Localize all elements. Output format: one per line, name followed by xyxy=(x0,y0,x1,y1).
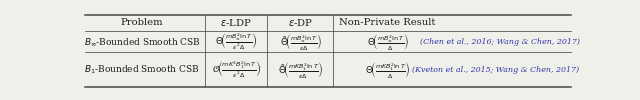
Text: $\varepsilon$-DP: $\varepsilon$-DP xyxy=(288,17,314,28)
Text: $B_1$-Bounded Smooth CSB: $B_1$-Bounded Smooth CSB xyxy=(84,64,200,76)
Text: $B_\infty$-Bounded Smooth CSB: $B_\infty$-Bounded Smooth CSB xyxy=(83,36,200,48)
Text: $\Theta\!\left(\frac{mKB_1^2\ln T}{\Delta}\right)$: $\Theta\!\left(\frac{mKB_1^2\ln T}{\Delt… xyxy=(365,60,410,80)
Text: (Chen et al., 2016; Wang & Chen, 2017): (Chen et al., 2016; Wang & Chen, 2017) xyxy=(420,38,580,46)
Text: Problem: Problem xyxy=(121,18,163,27)
Text: $\varepsilon$-LDP: $\varepsilon$-LDP xyxy=(220,17,252,28)
Text: $\Theta\!\left(\frac{mB_\infty^2\ln T}{\Delta}\right)$: $\Theta\!\left(\frac{mB_\infty^2\ln T}{\… xyxy=(367,32,408,52)
Text: $\tilde{\Theta}\!\left(\frac{mB_\infty^2\ln T}{\varepsilon\Delta}\right)$: $\tilde{\Theta}\!\left(\frac{mB_\infty^2… xyxy=(280,32,321,52)
Text: $\mathcal{O}\!\left(\frac{mK^2B_1^2\ln T}{\varepsilon^2\Delta}\right)$: $\mathcal{O}\!\left(\frac{mK^2B_1^2\ln T… xyxy=(212,60,260,80)
Text: (Kveton et al., 2015; Wang & Chen, 2017): (Kveton et al., 2015; Wang & Chen, 2017) xyxy=(412,66,579,74)
Text: $\tilde{\Theta}\!\left(\frac{mKB_1^2\ln T}{\varepsilon\Delta}\right)$: $\tilde{\Theta}\!\left(\frac{mKB_1^2\ln … xyxy=(278,60,324,80)
Text: $\Theta\!\left(\frac{mB_\infty^2\ln T}{\varepsilon^2\Delta}\right)$: $\Theta\!\left(\frac{mB_\infty^2\ln T}{\… xyxy=(215,32,257,52)
Text: Non-Private Result: Non-Private Result xyxy=(339,18,436,27)
